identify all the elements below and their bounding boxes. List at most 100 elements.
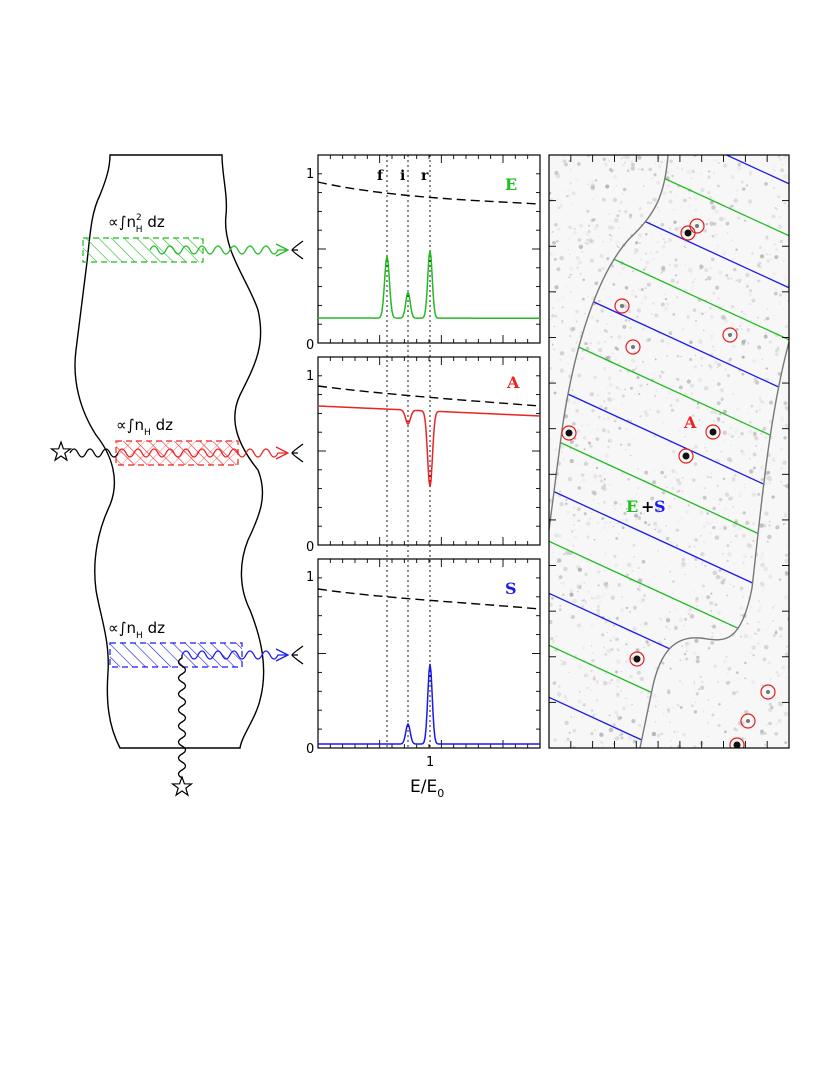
noise-speck — [718, 503, 720, 505]
noise-speck — [638, 207, 642, 211]
noise-speck — [661, 265, 666, 271]
noise-speck — [654, 162, 656, 164]
noise-speck — [735, 671, 739, 674]
noise-speck — [633, 350, 637, 354]
noise-speck — [622, 155, 628, 160]
noise-speck — [742, 511, 746, 515]
noise-speck — [551, 231, 554, 234]
noise-speck — [765, 316, 770, 321]
noise-speck — [779, 239, 783, 244]
noise-speck — [720, 398, 724, 401]
noise-speck — [734, 474, 737, 477]
noise-speck — [694, 209, 698, 212]
noise-speck — [680, 567, 683, 569]
noise-speck — [703, 487, 706, 490]
noise-speck — [569, 439, 574, 444]
noise-speck — [660, 271, 663, 274]
noise-speck — [555, 173, 561, 179]
noise-speck — [618, 246, 620, 249]
noise-speck — [759, 261, 762, 265]
noise-speck — [785, 645, 789, 648]
noise-speck — [737, 526, 742, 531]
noise-speck — [690, 177, 693, 179]
noise-speck — [575, 408, 580, 413]
noise-speck — [589, 688, 593, 692]
source-circle — [705, 424, 721, 440]
noise-speck — [691, 169, 695, 174]
noise-speck — [683, 198, 687, 203]
noise-speck — [704, 447, 707, 449]
noise-speck — [583, 599, 585, 601]
noise-speck — [696, 483, 701, 488]
noise-speck — [568, 730, 571, 732]
noise-speck — [675, 296, 679, 299]
label-column-density-bottom: ∝∫nH dz — [108, 619, 165, 641]
noise-speck — [634, 513, 639, 518]
noise-speck — [618, 426, 622, 430]
noise-speck — [620, 525, 624, 528]
noise-speck — [589, 444, 593, 448]
noise-speck — [570, 202, 574, 205]
noise-speck — [625, 573, 630, 577]
noise-speck — [643, 621, 648, 626]
noise-speck — [728, 357, 733, 362]
map-label-S: S — [654, 497, 666, 516]
noise-speck — [666, 709, 671, 714]
noise-speck — [584, 672, 589, 678]
noise-speck — [630, 567, 632, 569]
noise-speck — [719, 575, 723, 580]
noise-speck — [700, 267, 703, 270]
noise-speck — [625, 313, 627, 316]
stripe-line — [549, 683, 789, 748]
noise-speck — [618, 362, 620, 365]
noise-speck — [671, 580, 675, 584]
noise-speck — [590, 732, 594, 736]
noise-speck — [719, 527, 722, 530]
noise-speck — [569, 327, 575, 332]
noise-speck — [575, 320, 578, 323]
noise-speck — [707, 170, 711, 173]
noise-speck — [722, 163, 728, 168]
noise-speck — [556, 198, 559, 200]
noise-speck — [621, 163, 625, 167]
noise-speck — [751, 358, 757, 364]
noise-speck — [571, 389, 574, 391]
noise-speck — [741, 452, 746, 456]
noise-speck — [772, 620, 774, 622]
noise-speck — [608, 315, 612, 318]
noise-speck — [638, 724, 642, 728]
source-circle — [614, 298, 630, 314]
noise-speck — [549, 252, 553, 256]
noise-speck — [676, 354, 680, 358]
noise-speck — [685, 641, 689, 646]
noise-speck — [625, 660, 628, 663]
noise-speck — [625, 643, 628, 646]
noise-speck — [783, 202, 787, 205]
noise-speck — [567, 477, 573, 482]
noise-speck — [615, 616, 619, 620]
noise-speck — [614, 346, 618, 350]
noise-speck — [650, 496, 655, 501]
noise-speck — [681, 490, 684, 493]
noise-speck — [698, 339, 703, 344]
noise-speck — [699, 264, 704, 269]
noise-speck — [709, 367, 713, 371]
noise-speck — [711, 569, 713, 572]
noise-speck — [707, 735, 709, 737]
noise-speck — [573, 555, 577, 559]
noise-speck — [779, 635, 782, 638]
noise-speck — [752, 633, 755, 636]
noise-speck — [577, 590, 579, 593]
noise-speck — [644, 287, 647, 290]
noise-speck — [629, 419, 633, 422]
noise-speck — [597, 522, 599, 524]
noise-speck — [638, 585, 641, 588]
noise-speck — [605, 184, 610, 189]
noise-speck — [698, 419, 701, 421]
noise-speck — [658, 639, 662, 644]
panel-label-A: A — [506, 373, 520, 392]
noise-speck — [604, 570, 606, 572]
noise-speck — [586, 521, 591, 526]
noise-speck — [580, 496, 582, 498]
